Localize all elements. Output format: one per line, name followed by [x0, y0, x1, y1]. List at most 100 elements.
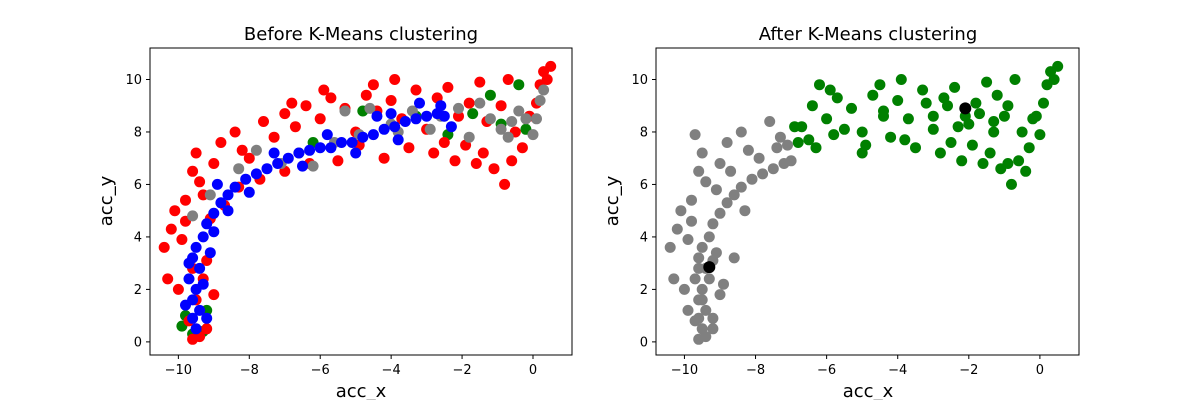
data-point	[746, 173, 758, 185]
data-point	[1048, 74, 1060, 85]
data-point	[215, 137, 227, 148]
plot-title: After K-Means clustering	[759, 24, 978, 45]
y-tick-label: 8	[640, 125, 648, 140]
data-point	[282, 152, 294, 164]
data-point	[314, 142, 326, 154]
data-point	[346, 137, 358, 148]
data-point	[187, 333, 199, 345]
data-point	[399, 116, 411, 127]
data-point	[970, 97, 982, 109]
data-point	[162, 273, 174, 285]
data-point	[176, 234, 188, 245]
data-point	[438, 137, 450, 148]
x-tick-label: −2	[452, 363, 471, 378]
data-point	[520, 113, 532, 125]
data-point	[927, 123, 939, 135]
y-tick-label: 0	[640, 335, 648, 350]
data-point	[445, 121, 457, 133]
data-point	[197, 231, 209, 243]
data-point	[261, 163, 273, 175]
data-point	[771, 142, 783, 154]
data-point	[696, 241, 708, 253]
data-point	[735, 181, 747, 193]
y-tick-label: 4	[640, 230, 648, 245]
axes-spines	[655, 47, 1080, 356]
data-point	[693, 333, 705, 345]
data-point	[856, 126, 868, 138]
data-point	[1020, 165, 1032, 177]
data-point	[201, 218, 213, 230]
data-point	[289, 121, 301, 133]
data-point	[204, 189, 216, 201]
data-point	[367, 79, 379, 91]
data-point	[810, 142, 822, 154]
data-point	[668, 273, 680, 285]
centroid-point	[959, 102, 972, 115]
data-point	[545, 60, 557, 72]
data-point	[753, 152, 765, 164]
data-point	[1034, 129, 1046, 141]
y-tick-label: 0	[134, 335, 142, 350]
data-point	[892, 95, 904, 106]
data-point	[336, 137, 347, 148]
data-point	[934, 147, 946, 159]
data-point	[785, 155, 797, 167]
data-point	[236, 144, 248, 156]
centroid-point	[703, 261, 716, 274]
x-tick-label: −10	[165, 363, 192, 378]
data-point	[187, 165, 199, 177]
data-point	[856, 147, 868, 159]
data-point	[197, 278, 209, 290]
data-point	[463, 97, 475, 109]
data-point	[474, 97, 486, 109]
data-point	[318, 84, 330, 96]
data-point	[502, 74, 514, 85]
data-point	[693, 312, 705, 324]
data-point	[988, 116, 1000, 127]
data-point	[470, 158, 482, 169]
x-axis-label: acc_x	[843, 381, 894, 400]
data-point	[1027, 113, 1039, 125]
data-point	[714, 289, 726, 301]
data-point	[917, 84, 929, 96]
data-point	[187, 210, 199, 222]
x-tick-label: −4	[888, 363, 907, 378]
data-point	[710, 247, 722, 259]
x-tick-label: 0	[529, 363, 537, 378]
x-tick-label: 0	[1036, 363, 1044, 378]
data-point	[828, 129, 840, 141]
data-point	[767, 163, 779, 175]
data-point	[707, 323, 719, 335]
data-point	[208, 158, 220, 169]
x-axis-ticks: −10 −8 −6 −4 −2 0	[671, 355, 1044, 378]
data-point	[222, 205, 234, 217]
data-point	[998, 110, 1010, 122]
data-point	[392, 134, 404, 146]
x-tick-label: −8	[240, 363, 259, 378]
data-point	[899, 134, 911, 146]
data-point	[682, 234, 694, 245]
y-axis-ticks: 0 2 4 6 8 10	[631, 73, 656, 350]
y-axis-label: acc_y	[602, 175, 623, 226]
data-point	[527, 129, 539, 141]
data-point	[410, 113, 422, 125]
data-point	[477, 147, 489, 159]
data-point	[180, 194, 191, 206]
x-tick-label: −6	[311, 363, 330, 378]
data-point	[541, 74, 553, 85]
data-point	[742, 144, 754, 156]
data-point	[693, 165, 705, 177]
before-clustering-plot: Before K-Means clustering −10 −8 −6 −4 −2 0 0…	[96, 24, 573, 400]
data-point	[474, 76, 486, 88]
data-point	[442, 81, 454, 93]
data-point	[927, 110, 939, 122]
data-point	[268, 131, 280, 143]
x-axis-ticks: −10 −8 −6 −4 −2 0	[165, 355, 537, 378]
data-point	[172, 283, 184, 295]
data-point	[201, 323, 213, 335]
data-point	[725, 165, 737, 177]
y-tick-label: 10	[631, 73, 648, 88]
data-point	[364, 102, 376, 114]
data-point	[764, 116, 776, 127]
